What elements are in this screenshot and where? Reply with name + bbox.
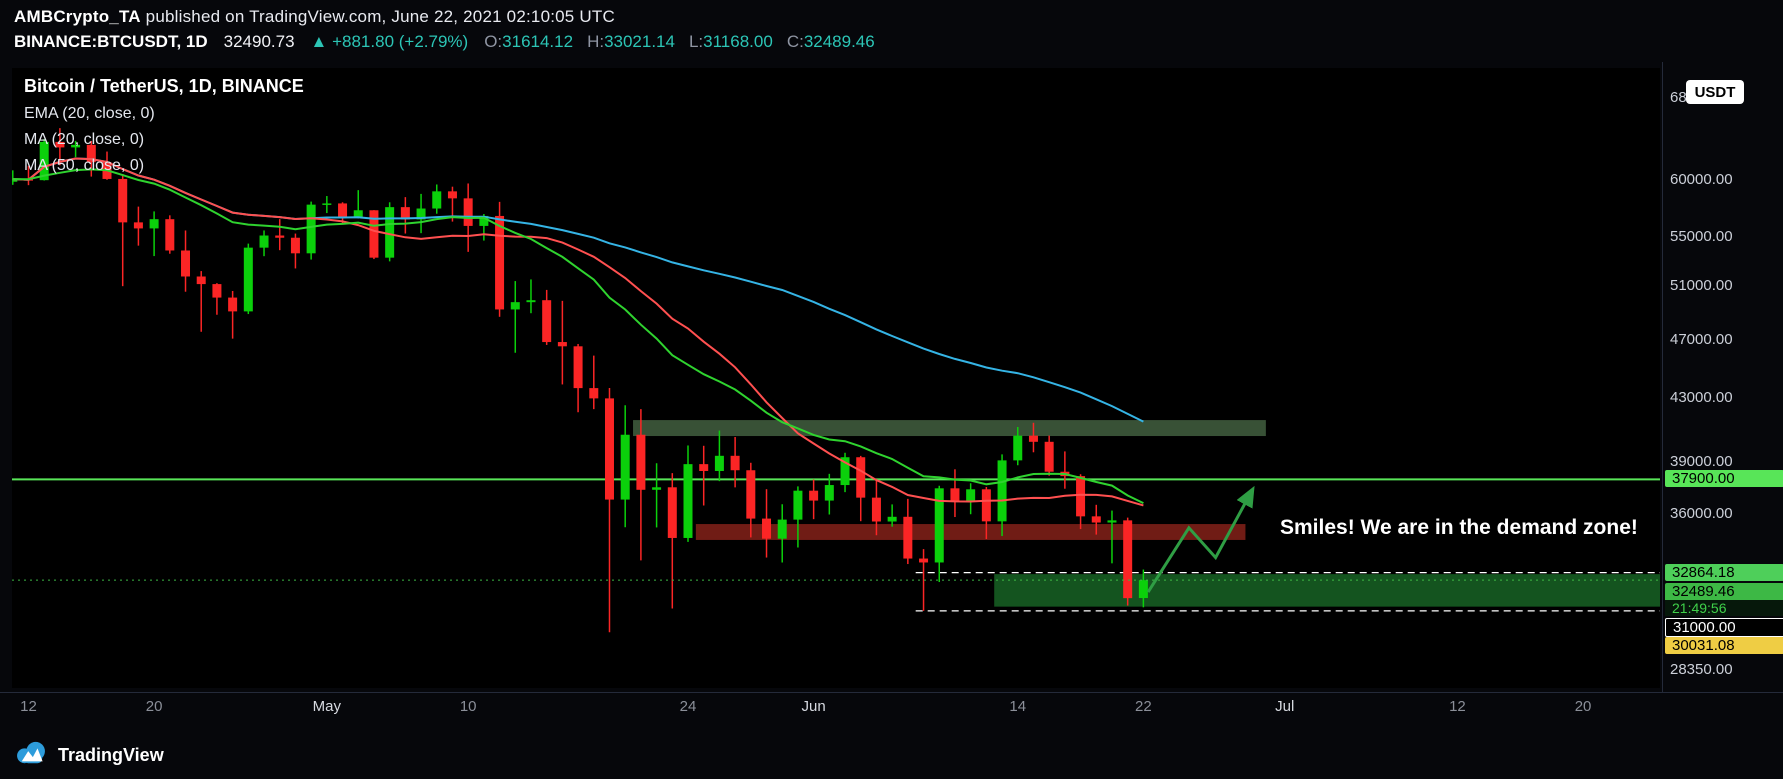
close-label: C: [786, 32, 804, 51]
bounce-arrow[interactable] [1146, 485, 1255, 593]
symbol-line: BINANCE:BTCUSDT, 1D 32490.73 ▲ +881.80 (… [14, 32, 1783, 52]
high-label: H: [587, 32, 605, 51]
ema20-line [12, 168, 1144, 505]
symbol-title: BINANCE:BTCUSDT, 1D [14, 32, 208, 51]
current-price-label: 32489.46 21:49:56 [1665, 582, 1783, 616]
up-arrow-icon: ▲ [310, 32, 328, 51]
axis-separator-vertical [1662, 62, 1663, 692]
footer-bar: TradingView [14, 736, 164, 774]
price-tick-51000: 51000.00 [1670, 277, 1733, 295]
time-axis-label-24: 24 [679, 698, 697, 715]
time-axis[interactable]: 12 20 May 10 24 Jun 14 22 Jul 12 20 [12, 695, 1662, 719]
published-line: AMBCrypto_TA published on TradingView.co… [14, 7, 1783, 27]
level-31000-label: 31000.00 [1665, 617, 1783, 637]
price-change: ▲ +881.80 (+2.79%) [310, 32, 469, 51]
last-price: 32490.73 [223, 32, 295, 51]
level-37900-label: 37900.00 [1665, 470, 1783, 488]
low-label: L: [688, 32, 704, 51]
time-axis-label-Jul: Jul [1275, 698, 1295, 715]
price-tick-39000: 39000.00 [1670, 452, 1733, 470]
price-tick-28350: 28350.00 [1670, 661, 1733, 679]
time-axis-label-May: May [312, 698, 341, 715]
low-value: 31168.00 [703, 32, 773, 51]
supply-zone-box[interactable] [633, 420, 1266, 437]
time-axis-label-Jun: Jun [801, 698, 826, 715]
price-tick-60000: 60000.00 [1670, 171, 1733, 188]
time-axis-label-20: 20 [145, 698, 163, 715]
broken-support-box[interactable] [695, 524, 1246, 540]
demand-zone-note: Smiles! We are in the demand zone! [1280, 516, 1638, 539]
ohlc-values: O:31614.12 H:33021.14 L:31168.00 C:32489… [484, 32, 875, 52]
currency-toggle-button[interactable]: USDT [1686, 80, 1744, 104]
tradingview-logo-icon[interactable] [14, 740, 48, 771]
time-axis-label-22: 22 [1135, 698, 1152, 715]
level-32864-label: 32864.18 [1665, 563, 1783, 581]
price-tick-36000: 36000.00 [1670, 505, 1733, 523]
candlestick-series[interactable] [12, 128, 1148, 633]
tradingview-brand-text[interactable]: TradingView [58, 744, 164, 765]
time-axis-label-20: 20 [1574, 698, 1592, 715]
ma20-line [12, 157, 1144, 507]
price-tick-43000: 43000.00 [1670, 388, 1733, 406]
published-text: published on TradingView.com, June 22, 2… [140, 7, 615, 26]
price-tick-47000: 47000.00 [1670, 330, 1733, 348]
chart-plot-area[interactable]: Bitcoin / TetherUS, 1D, BINANCE EMA (20,… [12, 68, 1660, 688]
high-value: 33021.14 [604, 32, 675, 51]
snapshot-header: AMBCrypto_TA published on TradingView.co… [0, 0, 1783, 52]
time-axis-label-12: 12 [20, 698, 37, 715]
price-axis[interactable]: 68000.0060000.0055000.0051000.0047000.00… [1663, 68, 1783, 688]
open-value: 31614.12 [502, 32, 574, 51]
price-tick-55000: 55000.00 [1670, 227, 1733, 245]
author-name: AMBCrypto_TA [14, 7, 141, 26]
alert-30031-label: 30031.08 [1665, 636, 1783, 654]
time-axis-label-10: 10 [459, 698, 477, 715]
demand-zone-box[interactable] [994, 574, 1660, 607]
bar-close-countdown: 21:49:56 [1665, 599, 1783, 616]
time-axis-label-12: 12 [1449, 698, 1466, 715]
time-axis-label-14: 14 [1009, 698, 1027, 715]
close-value: 32489.46 [803, 32, 875, 51]
candlestick-chart-canvas[interactable] [12, 68, 1660, 688]
axis-separator-horizontal [0, 692, 1783, 693]
open-label: O: [484, 32, 503, 51]
